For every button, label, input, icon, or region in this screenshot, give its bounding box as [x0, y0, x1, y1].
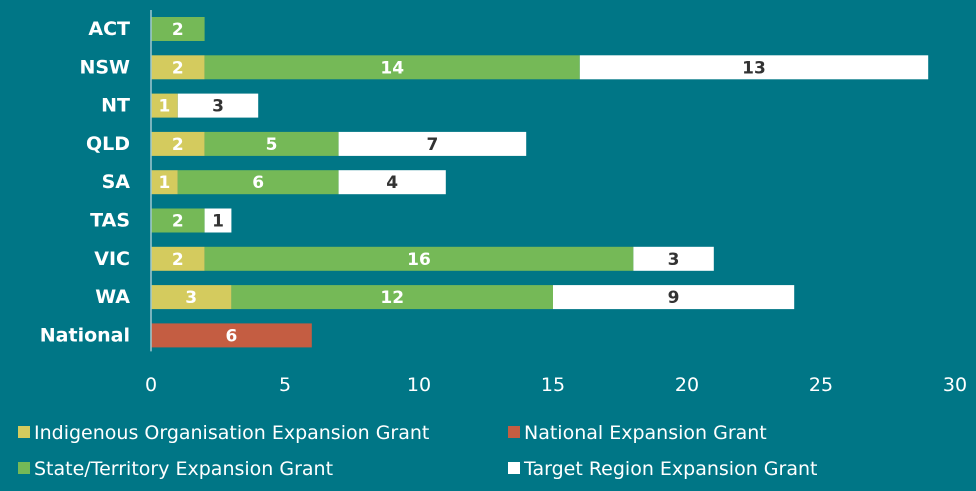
- x-tick-label: 0: [145, 374, 157, 396]
- x-axis-ticks: 0 5 10 15 20 25 30: [145, 374, 967, 396]
- data-label: 4: [386, 173, 398, 193]
- legend-swatch: [18, 426, 30, 438]
- bar-wa-target-region-expansion-grant: [553, 285, 795, 310]
- legend: Indigenous Organisation Expansion Grant N…: [18, 422, 817, 480]
- legend-label: Indigenous Organisation Expansion Grant: [34, 422, 429, 444]
- data-label: 1: [158, 173, 170, 193]
- category-label-wa: WA: [95, 286, 130, 308]
- category-label-nt: NT: [101, 95, 130, 117]
- legend-label: State/Territory Expansion Grant: [34, 458, 333, 480]
- legend-item-indigenous-organisation-expansion-grant: Indigenous Organisation Expansion Grant: [18, 422, 429, 444]
- x-tick-label: 30: [943, 374, 967, 396]
- bar-wa-state-territory-expansion-grant: [231, 285, 553, 310]
- x-tick-label: 25: [809, 374, 833, 396]
- data-label: 14: [380, 58, 404, 78]
- category-label-act: ACT: [88, 18, 130, 40]
- data-label: 12: [380, 288, 404, 308]
- category-label-tas: TAS: [90, 210, 130, 232]
- x-tick-label: 5: [279, 374, 291, 396]
- x-tick-label: 15: [541, 374, 565, 396]
- bar-act-state-territory-expansion-grant: [151, 17, 205, 41]
- data-label: 5: [266, 135, 278, 155]
- data-label: 13: [742, 58, 766, 78]
- data-label: 7: [426, 135, 438, 155]
- x-tick-label: 10: [407, 374, 431, 396]
- legend-swatch: [18, 462, 30, 474]
- data-label: 6: [225, 326, 237, 346]
- legend-swatch: [508, 426, 520, 438]
- data-label: 16: [407, 250, 431, 270]
- data-label: 2: [172, 58, 184, 78]
- data-label: 6: [252, 173, 264, 193]
- legend-label: Target Region Expansion Grant: [523, 458, 817, 480]
- legend-item-national-expansion-grant: National Expansion Grant: [508, 422, 767, 444]
- legend-swatch: [508, 462, 520, 474]
- bars: 22 14 131 32 5 71 6 42 12 16 33 12 96: [151, 17, 929, 348]
- category-label-sa: SA: [102, 171, 131, 193]
- data-label: 3: [185, 288, 197, 308]
- x-tick-label: 20: [675, 374, 699, 396]
- category-label-nsw: NSW: [79, 56, 130, 78]
- bar-sa-target-region-expansion-grant: [338, 170, 446, 195]
- legend-item-state-territory-expansion-grant: State/Territory Expansion Grant: [18, 458, 333, 480]
- bar-qld-indigenous-organisation-expansion-grant: [151, 131, 205, 156]
- bar-sa-indigenous-organisation-expansion-grant: [151, 170, 178, 195]
- data-label: 2: [172, 20, 184, 40]
- bar-nsw-indigenous-organisation-expansion-grant: [151, 55, 205, 80]
- bar-nt-indigenous-organisation-expansion-grant: [151, 93, 178, 118]
- bar-tas-state-territory-expansion-grant: [151, 208, 205, 233]
- legend-label: National Expansion Grant: [524, 422, 767, 444]
- data-label: 1: [212, 212, 224, 232]
- category-labels: ACT NSW NT QLD SA TAS VIC WA National: [40, 18, 131, 346]
- data-label: 3: [668, 250, 680, 270]
- category-label-vic: VIC: [94, 248, 130, 270]
- bar-sa-state-territory-expansion-grant: [177, 170, 339, 195]
- bar-vic-indigenous-organisation-expansion-grant: [151, 246, 205, 271]
- bar-vic-state-territory-expansion-grant: [204, 246, 634, 271]
- data-label: 2: [172, 212, 184, 232]
- bar-qld-state-territory-expansion-grant: [204, 131, 339, 156]
- data-label: 9: [668, 288, 680, 308]
- category-label-qld: QLD: [86, 133, 130, 155]
- bar-nsw-target-region-expansion-grant: [579, 55, 929, 80]
- bar-tas-target-region-expansion-grant: [204, 208, 232, 233]
- bar-national-national-expansion-grant: [151, 323, 312, 348]
- data-label: 2: [172, 135, 184, 155]
- category-label-national: National: [40, 324, 130, 346]
- bar-nt-target-region-expansion-grant: [177, 93, 259, 118]
- bar-qld-target-region-expansion-grant: [338, 131, 527, 156]
- data-label: 3: [212, 97, 224, 117]
- data-label: 2: [172, 250, 184, 270]
- bar-wa-indigenous-organisation-expansion-grant: [151, 285, 232, 310]
- legend-item-target-region-expansion-grant: Target Region Expansion Grant: [508, 458, 817, 480]
- bar-vic-target-region-expansion-grant: [633, 246, 714, 271]
- data-label: 1: [158, 97, 170, 117]
- bar-nsw-state-territory-expansion-grant: [204, 55, 580, 80]
